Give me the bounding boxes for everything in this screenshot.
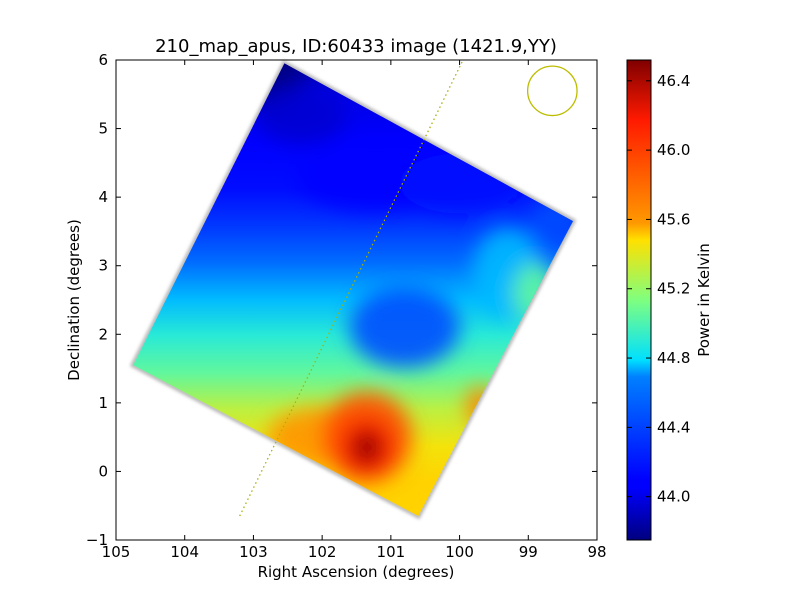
- x-tick-label: 99: [519, 543, 538, 561]
- heatmap-blob-1: [256, 84, 347, 145]
- y-axis-ticks: −1 0 1 2 3 4 5 6: [86, 51, 597, 549]
- chart-title: 210_map_apus, ID:60433 image (1421.9,YY): [155, 36, 557, 57]
- heatmap-blob-4: [530, 197, 573, 238]
- colorbar-tick-label: 44.0: [657, 488, 690, 506]
- heatmap-blob-7: [513, 263, 558, 324]
- y-tick-label: 0: [98, 462, 108, 480]
- colorbar-label: Power in Kelvin: [695, 243, 713, 357]
- x-axis-ticks: 105 104 103 102 101 100 99 98: [102, 60, 607, 561]
- x-tick-label: 104: [170, 543, 199, 561]
- y-tick-label: 1: [98, 394, 108, 412]
- colorbar-tick-label: 46.0: [657, 141, 690, 159]
- y-tick-label: 3: [98, 257, 108, 275]
- plot-frame: [115, 59, 598, 541]
- heatmap-blob-3: [399, 153, 520, 214]
- colorbar-tick-label: 44.8: [657, 349, 690, 367]
- colorbar-tick-label: 45.6: [657, 210, 690, 228]
- colorbar-ticks: 44.0 44.4 44.8 45.2 45.6 46.0 46.4: [627, 72, 690, 506]
- colorbar-tick-label: 46.4: [657, 72, 690, 90]
- y-tick-label: 6: [98, 51, 108, 69]
- colorbar: [626, 59, 652, 541]
- x-tick-label: 103: [239, 543, 268, 561]
- dotted-reference-line: [239, 59, 464, 517]
- x-tick-label: 102: [308, 543, 337, 561]
- y-tick-label: −1: [86, 531, 108, 549]
- x-tick-label: 100: [445, 543, 474, 561]
- beam-circle: [526, 65, 578, 117]
- y-tick-label: 2: [98, 325, 108, 343]
- heatmap-blob-5: [349, 287, 460, 368]
- heatmap-blob-12: [352, 431, 381, 464]
- colorbar-tick-label: 45.2: [657, 280, 690, 298]
- x-tick-label: 98: [587, 543, 606, 561]
- y-tick-label: 5: [98, 120, 108, 138]
- x-tick-label: 105: [102, 543, 131, 561]
- colorbar-tick-label: 44.4: [657, 418, 690, 436]
- y-axis-label: Declination (degrees): [65, 219, 83, 381]
- x-tick-label: 101: [377, 543, 406, 561]
- y-tick-label: 4: [98, 188, 108, 206]
- x-axis-label: Right Ascension (degrees): [258, 563, 455, 581]
